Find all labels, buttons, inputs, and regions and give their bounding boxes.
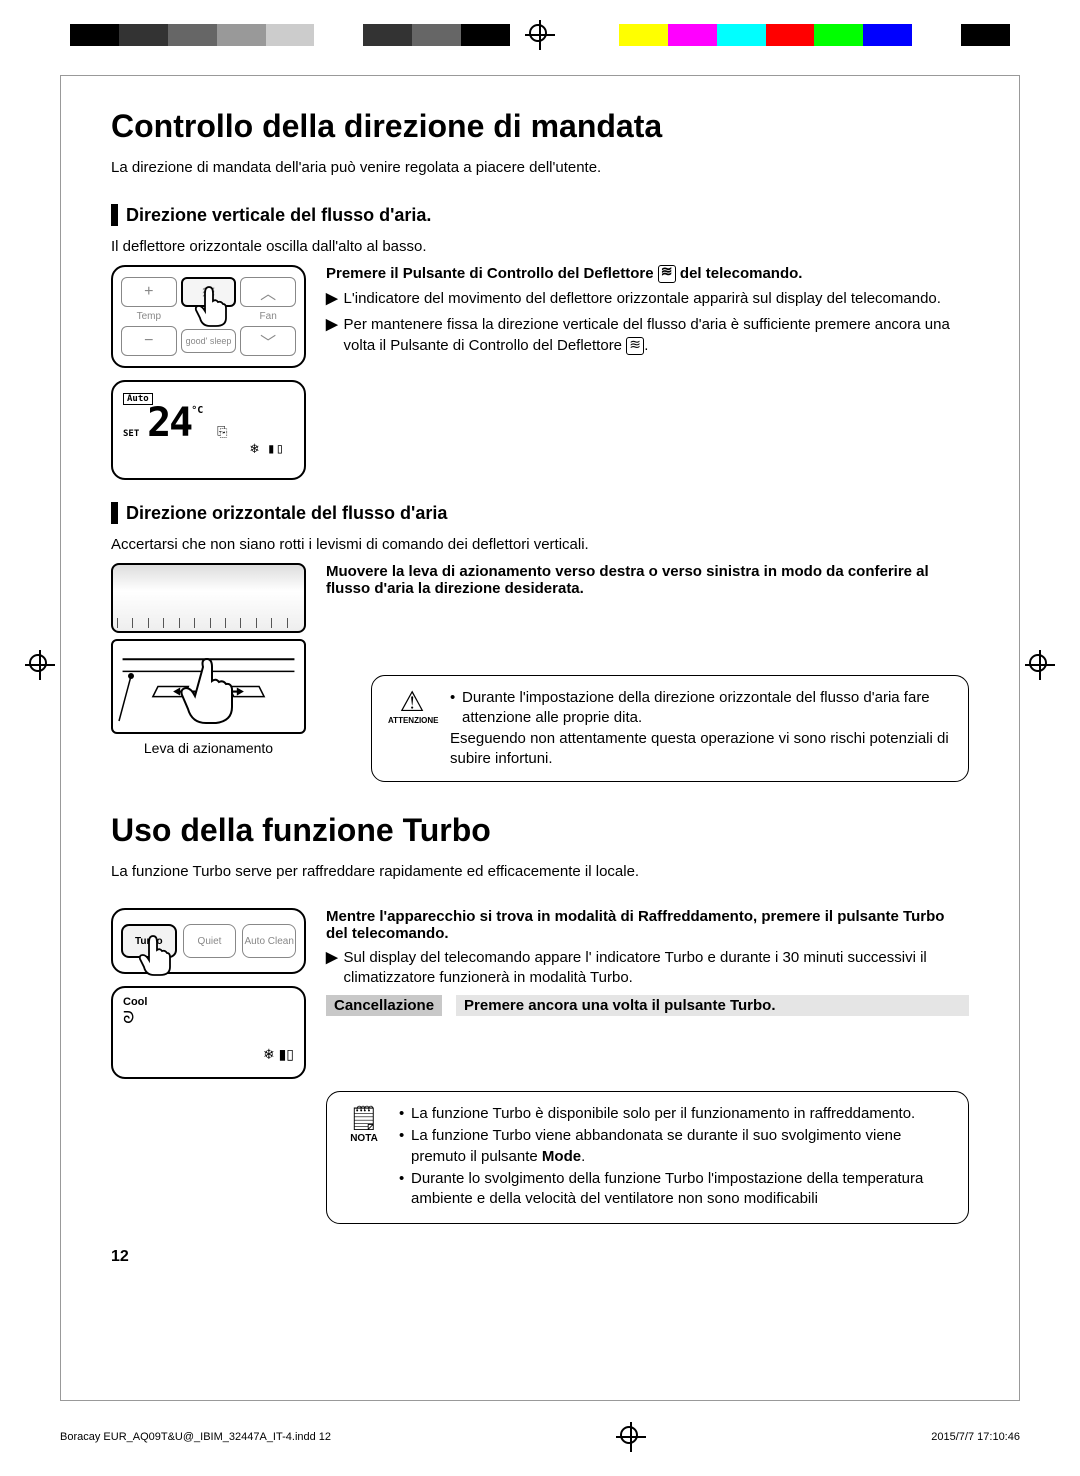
instructions-vertical: Premere il Pulsante di Controllo del Def… [326, 265, 969, 480]
registration-mark-icon [616, 1422, 646, 1452]
display-turbo-icon: ᘐ [123, 1010, 294, 1028]
registration-mark-icon [525, 20, 555, 50]
page-title: Controllo della direzione di mandata [111, 108, 969, 145]
nota-line: Durante lo svolgimento della funzione Tu… [399, 1169, 952, 1210]
subhead-bar-icon [111, 204, 118, 226]
quiet-button: Quiet [183, 924, 237, 958]
instr-head: Mentre l'apparecchio si trova in modalit… [326, 908, 969, 942]
page-title-turbo: Uso della funzione Turbo [111, 812, 969, 849]
sub-intro: Accertarsi che non siano rotti i levismi… [111, 536, 969, 553]
caution-box: ⚠ ATTENZIONE Durante l'impostazione dell… [371, 675, 969, 782]
display-celsius: °C [191, 405, 203, 416]
display-cool-label: Cool [123, 996, 294, 1008]
hand-icon [168, 657, 253, 737]
subhead-text: Direzione verticale del flusso d'aria. [126, 205, 431, 226]
display-set-label: SET [123, 429, 139, 439]
temp-minus-button: − [121, 326, 177, 356]
sub-intro: Il deflettore orizzontale oscilla dall'a… [111, 238, 969, 255]
footer-date: 2015/7/7 17:10:46 [931, 1431, 1020, 1443]
page-frame: Controllo della direzione di mandata La … [60, 75, 1020, 1401]
intro-text: La direzione di mandata dell'aria può ve… [111, 159, 969, 176]
print-marks-top [70, 20, 1010, 50]
note-icon: 🗒 [343, 1104, 385, 1133]
swing-icon [626, 337, 644, 355]
subhead-bar-icon [111, 502, 118, 524]
nota-label: NOTA [343, 1133, 385, 1144]
fan-up-button: ︿ [240, 277, 296, 307]
fan-label: Fan [240, 311, 296, 322]
display-fan-icon: ❄ ▮▯ [123, 1046, 294, 1063]
instr-head: Muovere la leva di azionamento verso des… [326, 563, 969, 597]
instr-text: del telecomando. [676, 265, 803, 282]
instr-bullet: L'indicatore del movimento del deflettor… [344, 289, 941, 309]
arrow-icon: ▶ [326, 289, 338, 309]
lever-label: Leva di azionamento [111, 740, 306, 756]
display-mode-icon: ⎘ [217, 425, 227, 440]
arrow-icon: ▶ [326, 948, 338, 989]
nota-box: 🗒 NOTA La funzione Turbo è disponibile s… [326, 1091, 969, 1224]
callout-line-icon [111, 671, 141, 731]
caution-line: Eseguendo non attentamente questa operaz… [450, 729, 952, 770]
cancel-bar: Cancellazione Premere ancora una volta i… [326, 995, 969, 1016]
ac-unit-illustration: Leva di azionamento [111, 563, 306, 763]
temp-plus-button: + [121, 277, 177, 307]
temp-label: Temp [121, 311, 177, 322]
instructions-turbo: Mentre l'apparecchio si trova in modalit… [326, 908, 969, 1079]
subheading-vertical: Direzione verticale del flusso d'aria. [111, 204, 969, 226]
turbo-display: Cool ᘐ ❄ ▮▯ [111, 986, 306, 1079]
intro-turbo: La funzione Turbo serve per raffreddare … [111, 863, 969, 880]
caution-line: Durante l'impostazione della direzione o… [462, 689, 930, 726]
colorbar-right [570, 24, 1010, 46]
instr-text: Premere il Pulsante di Controllo del Def… [326, 265, 658, 282]
fan-down-button: ﹀ [240, 326, 296, 356]
caution-label: ATTENZIONE [388, 716, 436, 725]
cancel-text: Premere ancora una volta il pulsante Tur… [456, 995, 969, 1016]
subheading-horizontal: Direzione orizzontale del flusso d'aria [111, 502, 969, 524]
remote-illustration: + ≋ ︿ Temp Fan − good' sleep ﹀ Auto [111, 265, 306, 480]
hand-press-icon [135, 934, 175, 978]
subhead-text: Direzione orizzontale del flusso d'aria [126, 503, 447, 524]
warning-icon: ⚠ [388, 688, 436, 716]
instr-bullet: Sul display del telecomando appare l' in… [344, 948, 969, 989]
footer-file: Boracay EUR_AQ09T&U@_IBIM_32447A_IT-4.in… [60, 1431, 331, 1443]
display-temp-value: 24 [147, 400, 191, 446]
page-number: 12 [111, 1248, 969, 1266]
swing-icon [658, 265, 676, 283]
goodsleep-button: good' sleep [181, 329, 237, 353]
nota-line: La funzione Turbo viene abbandonata se d… [399, 1126, 952, 1167]
nota-line: La funzione Turbo è disponibile solo per… [399, 1104, 952, 1124]
swing-button: ≋ [181, 277, 237, 307]
print-footer: Boracay EUR_AQ09T&U@_IBIM_32447A_IT-4.in… [60, 1422, 1020, 1452]
arrow-icon: ▶ [326, 315, 338, 356]
cancel-label: Cancellazione [326, 995, 442, 1016]
instr-bullet: Per mantenere fissa la direzione vertica… [344, 315, 969, 356]
display-illustration: Auto SET 24°C ⎘ ❄ ▮▯ [111, 380, 306, 480]
turbo-remote-illustration: Turbo Quiet Auto Clean Cool ᘐ ❄ ▮▯ [111, 908, 306, 1079]
autoclean-button: Auto Clean [242, 924, 296, 958]
colorbar-left [70, 24, 510, 46]
